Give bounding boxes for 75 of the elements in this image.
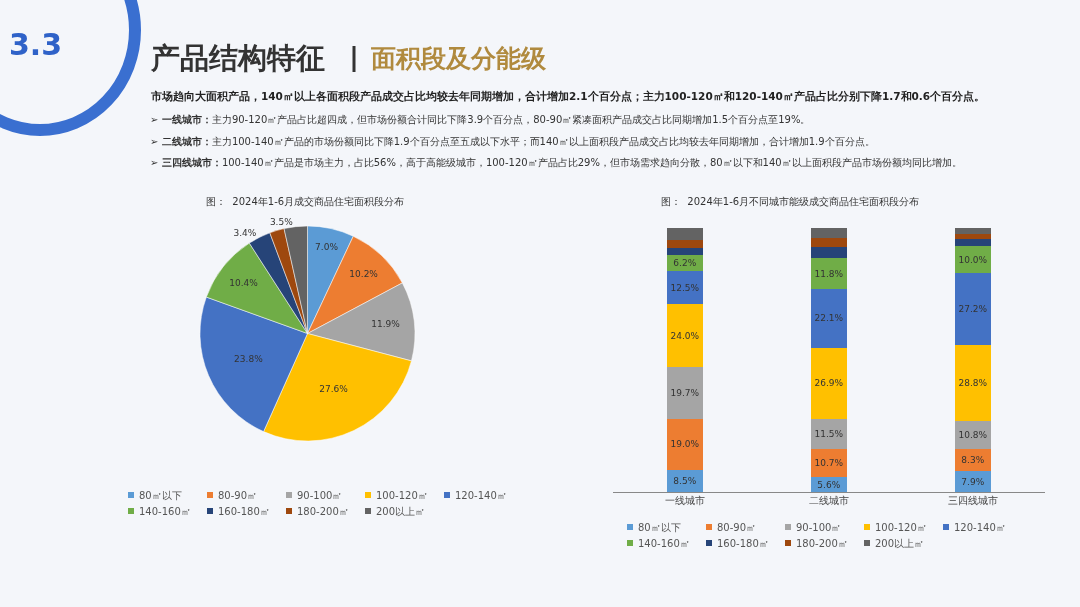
data-label: 12.5%	[670, 282, 700, 293]
text: ➢ 二线城市：主力100-140㎡产品的市场份额同比下降1.9个百分点至五成以下水平；而140㎡以上面积段产品成交占比均较去年同期增加，合计增加1.9个百分点。	[150, 136, 875, 147]
text: ➢ 一线城市：主力90-120㎡产品占比超四成，但市场份额合计同比下降3.9个百分点，80-90㎡紧凑面积产品成交占比同期增加1.5个百分点至19%。	[150, 114, 811, 125]
legend-label: 120-140㎡	[954, 522, 1006, 533]
legend-label: 90-100㎡	[796, 522, 842, 533]
data-label: 10.4%	[229, 277, 259, 288]
data-label: 7.9%	[961, 476, 985, 487]
data-label: 8.3%	[961, 455, 985, 466]
data-label: 11.5%	[814, 428, 844, 439]
data-label: 11.9%	[371, 319, 401, 330]
data-label: 19.0%	[670, 439, 700, 450]
x-tick-label: 二线城市	[809, 495, 849, 507]
text: 3.3	[9, 27, 63, 62]
legend-label: 90-100㎡	[297, 490, 343, 501]
data-label: 10.7%	[814, 458, 844, 469]
legend-label: 200以上㎡	[875, 538, 925, 549]
legend-label: 160-180㎡	[218, 506, 270, 517]
bar	[667, 367, 703, 420]
data-label: 23.8%	[234, 353, 264, 364]
data-label: 10.8%	[958, 429, 988, 440]
bar	[667, 248, 703, 255]
legend-label: 80-90㎡	[218, 490, 258, 501]
text: ➢ 三四线城市：100-140㎡产品是市场主力，占比56%，高于高能级城市，100-120㎡产品占比29%，但市场需求趋向分散，80㎡以下和140㎡以上面积段产品市场份额均同比增加。	[150, 157, 962, 168]
legend-label: 100-120㎡	[875, 522, 927, 533]
bar	[667, 228, 703, 240]
data-label: 3.5%	[269, 216, 294, 227]
data-label: 27.2%	[958, 303, 988, 314]
bar	[811, 347, 847, 419]
bar	[955, 228, 991, 234]
chart-title: 图： 2024年1-6月不同城市能级成交商品住宅面积段分布	[661, 196, 920, 207]
bar	[955, 272, 991, 345]
legend-label: 120-140㎡	[455, 490, 507, 501]
data-label: 3.4%	[233, 228, 257, 239]
bar	[811, 228, 847, 239]
legend-label: 80-90㎡	[717, 522, 757, 533]
data-label: 10.2%	[349, 269, 379, 280]
bar	[811, 258, 847, 290]
x-tick-label: 一线城市	[665, 495, 705, 507]
text: 市场趋向大面积产品，140㎡以上各面积段产品成交占比均较去年同期增加，合计增加2.1个百分点；主力100-120㎡和120-140㎡产品占比分别下降1.7和0.6个百分点。	[150, 90, 986, 103]
data-label: 7.0%	[315, 242, 339, 253]
legend-label: 180-200㎡	[796, 538, 848, 549]
chart-title: 图： 2024年1-6月成交商品住宅面积段分布	[206, 196, 405, 207]
bar	[667, 304, 703, 368]
data-label: 24.0%	[670, 330, 700, 341]
legend-label: 80㎡以下	[139, 490, 182, 501]
bar	[955, 239, 991, 247]
text: 面积段及分能级	[370, 44, 547, 73]
bar	[811, 247, 847, 259]
data-label: 11.8%	[814, 268, 844, 279]
legend-label: 180-200㎡	[297, 506, 349, 517]
data-label: 28.8%	[958, 377, 988, 388]
bar	[667, 271, 703, 305]
bar	[667, 239, 703, 249]
legend-label: 140-160㎡	[638, 538, 690, 549]
text: 产品结构特征	[150, 41, 325, 75]
data-label: 27.6%	[319, 383, 349, 394]
data-label: 10.0%	[958, 254, 988, 265]
data-label: 6.2%	[673, 257, 697, 268]
bar	[667, 419, 703, 470]
bar	[811, 238, 847, 248]
data-label: 26.9%	[814, 378, 844, 389]
data-label: 22.1%	[814, 313, 844, 324]
legend-label: 80㎡以下	[638, 522, 681, 533]
legend-label: 160-180㎡	[717, 538, 769, 549]
bar	[955, 344, 991, 421]
legend-label: 100-120㎡	[376, 490, 428, 501]
bar	[811, 289, 847, 348]
bar	[955, 246, 991, 273]
bar	[955, 233, 991, 240]
data-label: 19.7%	[670, 388, 700, 399]
x-tick-label: 三四线城市	[948, 495, 998, 507]
legend-label: 200以上㎡	[376, 506, 426, 517]
data-label: 8.5%	[673, 475, 697, 486]
legend-label: 140-160㎡	[139, 506, 191, 517]
data-label: 5.6%	[817, 479, 841, 490]
